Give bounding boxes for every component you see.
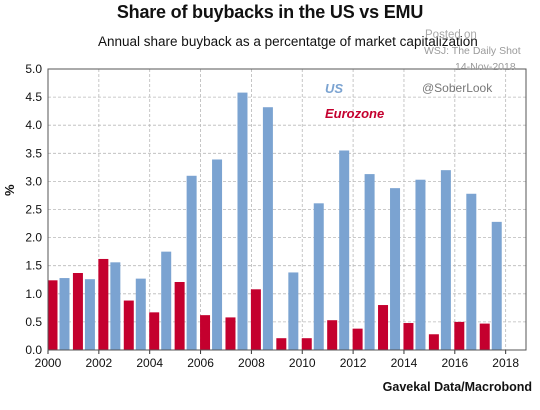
y-tick-label: 2.0 <box>25 231 42 245</box>
x-tick-label: 2004 <box>136 356 163 370</box>
bar-eurozone-2017 <box>479 323 490 350</box>
watermark-user: @SoberLook <box>422 81 493 95</box>
watermark-outlet: WSJ: The Daily Shot <box>424 45 521 57</box>
legend-us: US <box>325 81 343 96</box>
x-tick-label: 2006 <box>187 356 214 370</box>
y-tick-label: 3.5 <box>25 146 42 160</box>
bar-eurozone-2006 <box>200 315 211 350</box>
x-tick-label: 2010 <box>289 356 316 370</box>
y-tick-label: 5.0 <box>25 62 42 76</box>
bar-eurozone-2011 <box>327 320 338 350</box>
watermark-date: 14-Nov-2018 <box>455 61 516 73</box>
source-label: Gavekal Data/Macrobond <box>382 380 532 394</box>
y-tick-label: 4.5 <box>25 90 42 104</box>
bar-us-2009 <box>288 272 299 350</box>
x-tick-label: 2018 <box>492 356 519 370</box>
bar-us-2004 <box>161 251 172 350</box>
bar-eurozone-2004 <box>149 312 160 350</box>
bar-eurozone-2000 <box>47 280 58 350</box>
x-tick-label: 2002 <box>85 356 112 370</box>
bar-eurozone-2008 <box>250 289 261 350</box>
bar-us-2001 <box>84 279 95 350</box>
y-tick-label: 2.5 <box>25 203 42 217</box>
bar-us-2005 <box>186 175 197 350</box>
x-tick-label: 2008 <box>238 356 265 370</box>
y-tick-label: 1.5 <box>25 259 42 273</box>
bar-us-2006 <box>212 159 223 350</box>
bar-eurozone-2002 <box>98 258 109 350</box>
chart-title: Share of buybacks in the US vs EMU <box>116 2 424 22</box>
bar-us-2017 <box>491 221 502 350</box>
y-tick-label: 3.0 <box>25 174 42 188</box>
x-tick-label: 2000 <box>35 356 62 370</box>
bar-eurozone-2015 <box>428 334 439 350</box>
x-tick-label: 2016 <box>441 356 468 370</box>
bar-eurozone-2009 <box>276 338 287 350</box>
x-tick-label: 2012 <box>340 356 367 370</box>
bar-us-2011 <box>339 150 350 350</box>
bar-eurozone-2010 <box>301 338 312 350</box>
bar-us-2007 <box>237 92 248 350</box>
bar-us-2000 <box>59 278 70 350</box>
bar-us-2002 <box>110 262 121 350</box>
bar-us-2014 <box>415 179 426 350</box>
y-tick-label: 4.0 <box>25 118 42 132</box>
bar-us-2016 <box>466 193 477 350</box>
bar-eurozone-2014 <box>403 323 414 350</box>
watermark-posted-on: Posted on <box>425 29 477 41</box>
bar-eurozone-2013 <box>378 305 389 350</box>
y-tick-label: 1.0 <box>25 287 42 301</box>
bar-eurozone-2003 <box>123 300 134 350</box>
y-tick-label: 0.5 <box>25 315 42 329</box>
x-tick-label: 2014 <box>391 356 418 370</box>
bar-eurozone-2016 <box>454 321 465 350</box>
bar-eurozone-2007 <box>225 317 236 350</box>
bar-us-2003 <box>135 278 146 350</box>
bar-eurozone-2012 <box>352 328 363 350</box>
y-tick-label: 0.0 <box>25 343 42 357</box>
bar-eurozone-2001 <box>72 273 83 350</box>
legend-eurozone: Eurozone <box>325 106 384 121</box>
chart-subtitle: Annual share buyback as a percentatge of… <box>98 34 478 49</box>
bar-us-2010 <box>313 203 324 350</box>
y-axis-label: % <box>2 184 17 196</box>
bar-us-2012 <box>364 174 375 350</box>
bar-us-2008 <box>262 107 273 350</box>
bar-us-2015 <box>440 170 451 350</box>
bar-eurozone-2005 <box>174 281 185 350</box>
plot-border <box>47 68 527 351</box>
bar-us-2013 <box>390 188 401 350</box>
